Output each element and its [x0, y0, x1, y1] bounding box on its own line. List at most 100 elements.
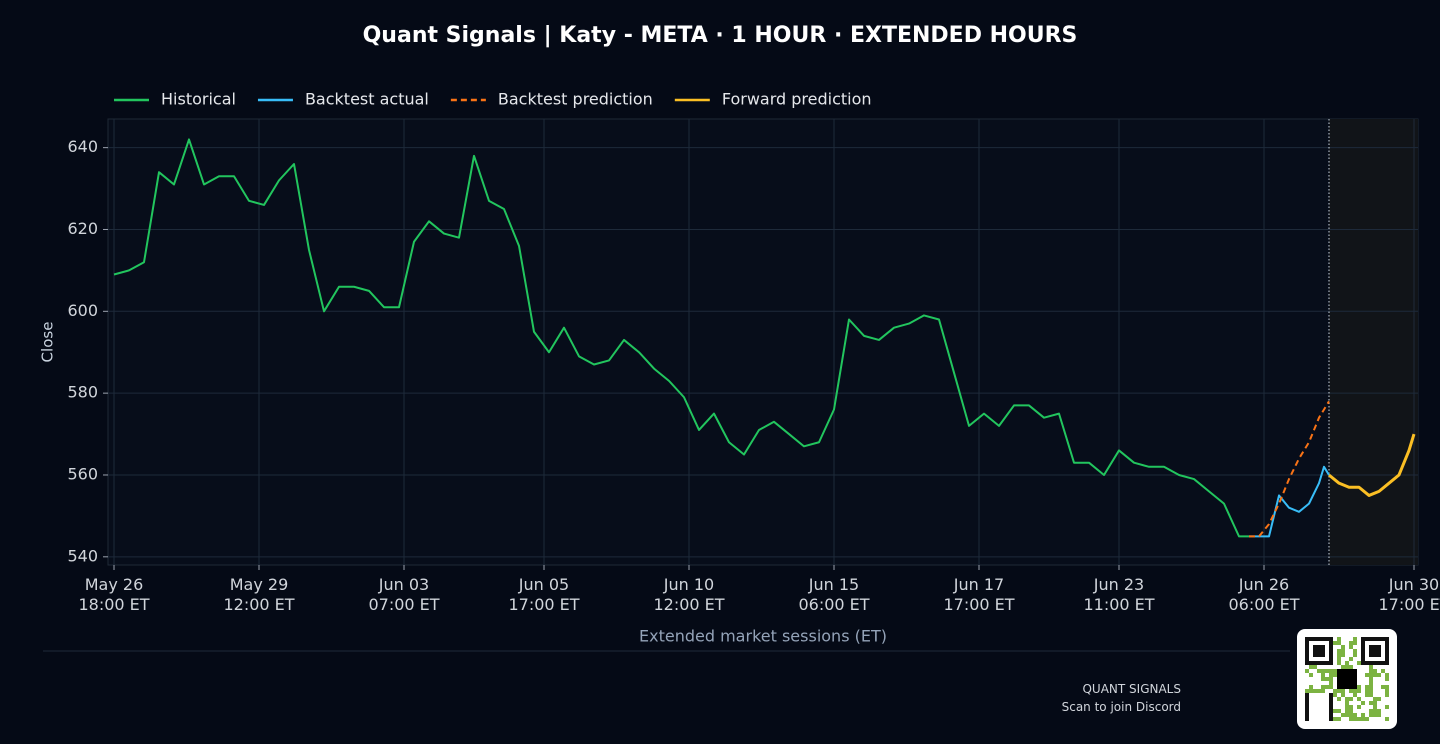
series-line	[113, 138, 1249, 538]
qr-cell	[1373, 705, 1377, 709]
qr-cell	[1321, 649, 1325, 653]
qr-cell	[1385, 705, 1389, 709]
x-tick-label: Jun 10 12:00 ET	[653, 575, 725, 614]
qr-cell	[1349, 645, 1353, 649]
qr-cell	[1313, 637, 1317, 641]
qr-cell	[1349, 705, 1353, 709]
qr-cell	[1337, 657, 1341, 661]
qr-cell	[1329, 713, 1333, 717]
qr-logo	[1337, 669, 1357, 689]
x-tick-label: Jun 23 11:00 ET	[1083, 575, 1155, 614]
brand: QUANT SIGNALS	[1082, 682, 1181, 696]
qr-cell	[1305, 669, 1309, 673]
qr-cell	[1377, 661, 1381, 665]
qr-cell	[1373, 653, 1377, 657]
qr-cell	[1369, 665, 1373, 669]
qr-cell	[1369, 645, 1373, 649]
qr-cell	[1337, 709, 1341, 713]
qr-cell	[1353, 649, 1357, 653]
qr-cell	[1325, 677, 1329, 681]
qr-cell	[1317, 689, 1321, 693]
qr-cell	[1321, 637, 1325, 641]
qr-cell	[1333, 641, 1337, 645]
qr-cell	[1329, 669, 1333, 673]
qr-cell	[1333, 673, 1337, 677]
qr-cell	[1369, 681, 1373, 685]
qr-cell	[1369, 653, 1373, 657]
qr-cell	[1349, 657, 1353, 661]
qr-cell	[1361, 645, 1365, 649]
qr-cell	[1329, 717, 1333, 721]
qr-cell	[1353, 653, 1357, 657]
qr-cell	[1349, 697, 1353, 701]
qr-cell	[1329, 697, 1333, 701]
qr-cell	[1309, 637, 1313, 641]
qr-cell	[1369, 637, 1373, 641]
qr-cell	[1329, 653, 1333, 657]
qr-cell	[1353, 713, 1357, 717]
qr-cell	[1305, 705, 1309, 709]
qr-cell	[1373, 649, 1377, 653]
y-axis-label: Close	[39, 322, 57, 363]
qr-cell	[1345, 665, 1349, 669]
qr-cell	[1349, 709, 1353, 713]
qr-cell	[1377, 713, 1381, 717]
qr-cell	[1353, 717, 1357, 721]
qr-cell	[1321, 669, 1325, 673]
qr-cell	[1333, 689, 1337, 693]
qr-cell	[1333, 717, 1337, 721]
qr-cell	[1377, 653, 1381, 657]
qr-cell	[1385, 637, 1389, 641]
qr-cell	[1385, 653, 1389, 657]
qr-cell	[1321, 661, 1325, 665]
qr-cell	[1305, 709, 1309, 713]
qr-cell	[1305, 637, 1309, 641]
qr-cell	[1305, 641, 1309, 645]
qr-cell	[1373, 661, 1377, 665]
qr-cell	[1329, 705, 1333, 709]
qr-cell	[1313, 689, 1317, 693]
qr-cell	[1369, 677, 1373, 681]
qr-cell	[1361, 657, 1365, 661]
qr-cell	[1337, 717, 1341, 721]
qr-cell	[1337, 649, 1341, 653]
forecast-region	[1329, 119, 1418, 565]
qr-cell	[1305, 689, 1309, 693]
qr-cell	[1341, 653, 1345, 657]
y-tick-label: 600	[67, 301, 98, 320]
qr-cell	[1337, 661, 1341, 665]
qr-cell	[1337, 637, 1341, 641]
qr-cell	[1337, 653, 1341, 657]
qr-cell	[1361, 701, 1365, 705]
qr-cell	[1349, 665, 1353, 669]
qr-cell	[1345, 661, 1349, 665]
qr-cell	[1305, 645, 1309, 649]
qr-cell	[1337, 697, 1341, 701]
qr-cell	[1321, 653, 1325, 657]
y-tick-label: 560	[67, 464, 98, 483]
qr-cell	[1309, 689, 1313, 693]
qr-cell	[1349, 717, 1353, 721]
x-tick-label: Jun 15 06:00 ET	[798, 575, 870, 614]
qr-cell	[1317, 649, 1321, 653]
qr-cell	[1329, 685, 1333, 689]
y-tick-label: 540	[67, 546, 98, 565]
qr-cell	[1305, 717, 1309, 721]
qr-cell	[1317, 637, 1321, 641]
qr-cell	[1385, 693, 1389, 697]
qr-cell	[1309, 673, 1313, 677]
qr-cell	[1329, 637, 1333, 641]
qr-cell	[1365, 685, 1369, 689]
qr-cell	[1341, 649, 1345, 653]
qr-cell	[1385, 677, 1389, 681]
qr-cell	[1345, 705, 1349, 709]
qr-cell	[1369, 709, 1373, 713]
qr-cell	[1317, 645, 1321, 649]
qr-cell	[1313, 645, 1317, 649]
qr-cell	[1349, 689, 1353, 693]
qr-cell	[1337, 641, 1341, 645]
legend-label: Backtest prediction	[498, 90, 653, 109]
legend-label: Backtest actual	[305, 90, 429, 109]
qr-cell	[1305, 657, 1309, 661]
